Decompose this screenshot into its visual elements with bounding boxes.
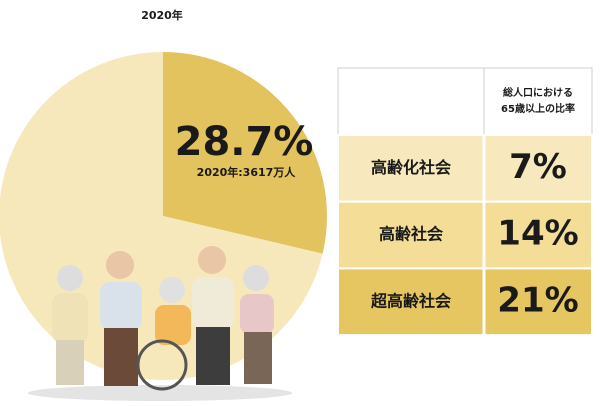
person <box>192 246 234 385</box>
value-label: 28.7% <box>175 119 314 165</box>
row-label: 高齢社会 <box>379 225 443 244</box>
row-value: 21% <box>497 280 578 320</box>
pie-slice <box>163 52 327 254</box>
row-value: 7% <box>509 147 567 187</box>
ground <box>28 385 292 401</box>
table-row <box>337 134 593 203</box>
row-label: 高齢化社会 <box>371 158 451 177</box>
annotation: 2020年:3617万人 <box>197 165 297 179</box>
table-row <box>337 200 593 270</box>
table: 総人口における 65歳以上の比率 高齢化社会 7% 高齢社会 14% 超高齢社会 21% <box>337 67 593 337</box>
header-text: 総人口における <box>503 86 573 99</box>
person <box>100 251 142 386</box>
table-row <box>337 267 593 337</box>
illustration <box>28 246 292 401</box>
chart-title: 2020年 <box>141 8 183 22</box>
header-text: 65歳以上の比率 <box>501 102 575 115</box>
person <box>240 265 274 384</box>
person <box>136 277 191 391</box>
row-label: 超高齢社会 <box>370 291 451 310</box>
person <box>52 265 88 385</box>
row-value: 14% <box>497 214 578 254</box>
